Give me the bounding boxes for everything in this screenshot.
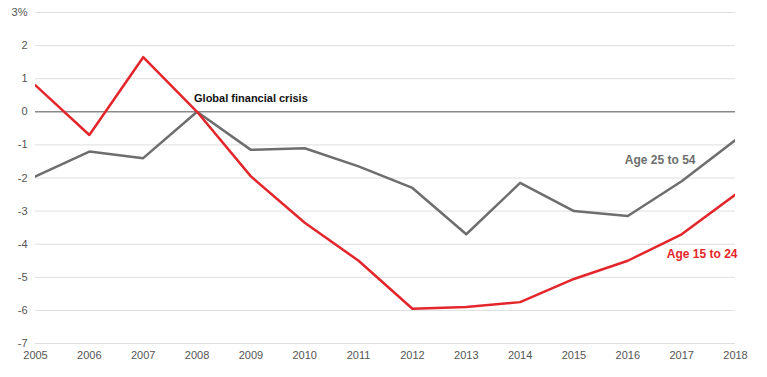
svg-text:2006: 2006 xyxy=(77,349,101,361)
svg-text:1: 1 xyxy=(21,72,27,84)
svg-text:2: 2 xyxy=(21,39,27,51)
svg-text:2012: 2012 xyxy=(400,349,424,361)
svg-text:2005: 2005 xyxy=(23,349,47,361)
svg-text:-3: -3 xyxy=(18,205,28,217)
svg-text:2015: 2015 xyxy=(562,349,586,361)
svg-text:-6: -6 xyxy=(18,304,28,316)
svg-text:2010: 2010 xyxy=(292,349,316,361)
svg-text:2011: 2011 xyxy=(347,349,371,361)
svg-text:2007: 2007 xyxy=(131,349,155,361)
svg-text:-4: -4 xyxy=(18,238,28,250)
svg-text:2014: 2014 xyxy=(508,349,532,361)
svg-text:2016: 2016 xyxy=(616,349,640,361)
svg-text:-5: -5 xyxy=(18,271,28,283)
svg-text:2018: 2018 xyxy=(723,349,747,361)
svg-text:Global financial crisis: Global financial crisis xyxy=(194,92,308,104)
svg-text:2009: 2009 xyxy=(239,349,263,361)
svg-text:3%: 3% xyxy=(12,6,28,18)
svg-text:2008: 2008 xyxy=(185,349,209,361)
svg-text:2017: 2017 xyxy=(669,349,693,361)
svg-text:-7: -7 xyxy=(18,337,28,349)
svg-text:-2: -2 xyxy=(18,172,28,184)
svg-text:Age 15 to 24: Age 15 to 24 xyxy=(667,247,738,261)
svg-text:Age 25 to 54: Age 25 to 54 xyxy=(625,153,696,167)
svg-text:0: 0 xyxy=(21,105,27,117)
svg-text:-1: -1 xyxy=(18,138,28,150)
svg-text:2013: 2013 xyxy=(454,349,478,361)
